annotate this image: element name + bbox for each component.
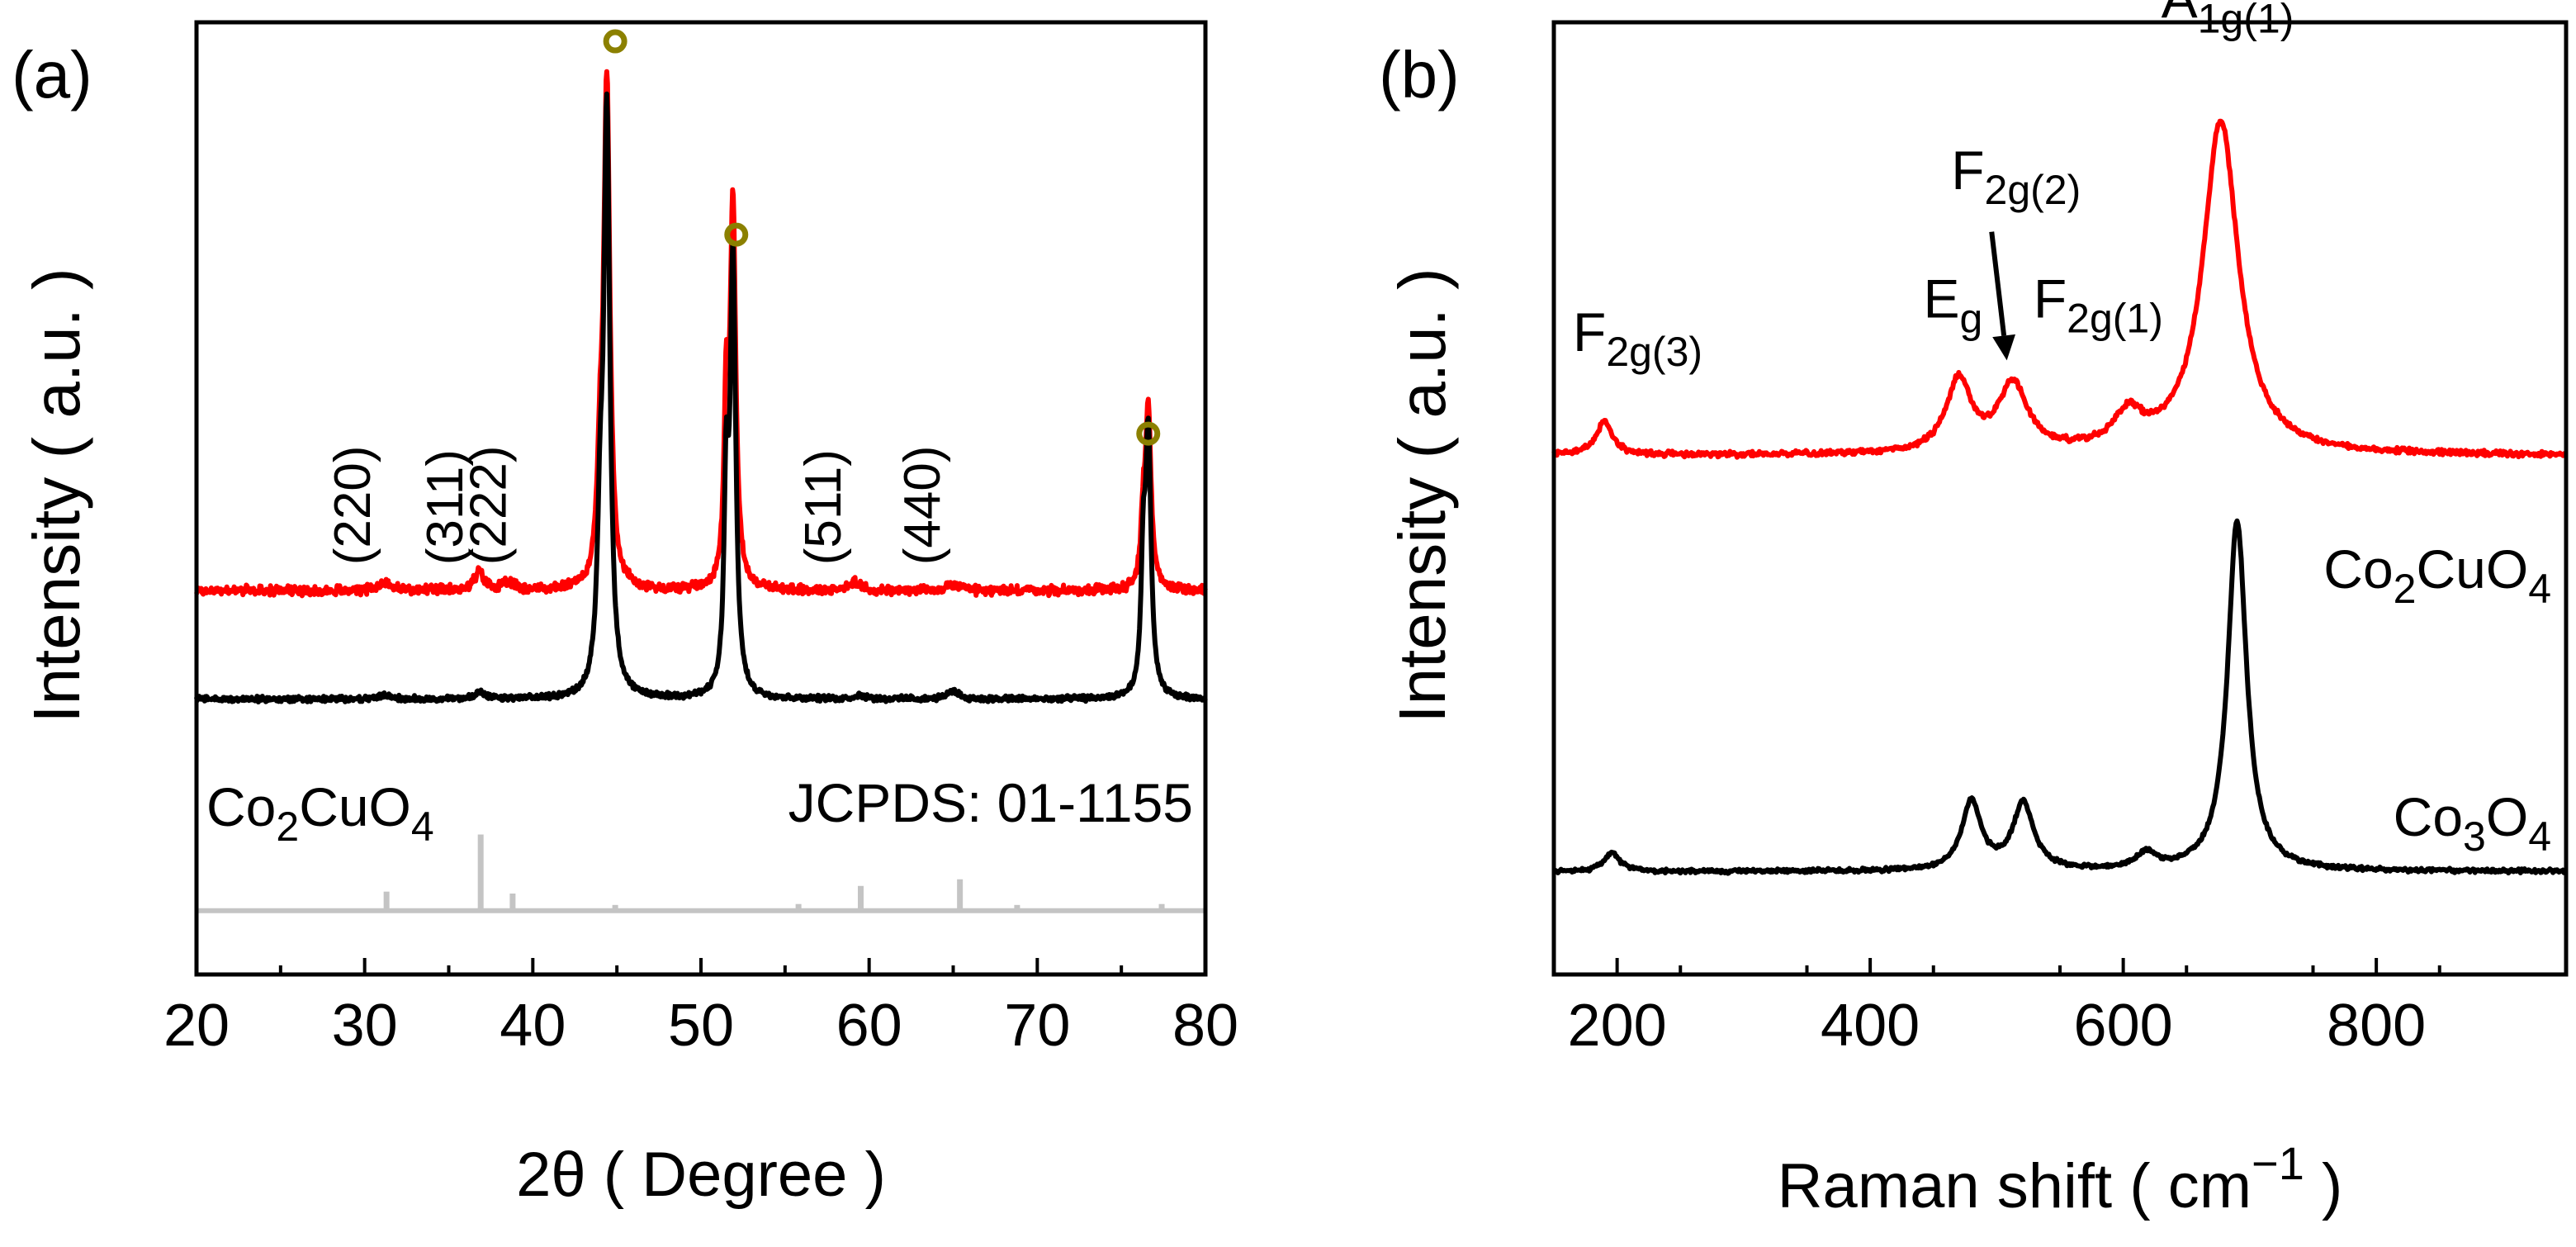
b-series-0 xyxy=(1551,118,2569,460)
a-phase-label: Co2CuO4 xyxy=(206,776,434,850)
a-tick-label: 30 xyxy=(332,993,398,1059)
a-peak-marker xyxy=(724,222,749,247)
panel-a-xrd: (a) 20 30 40 50 60 70 80 (220) (311)(222) (511)(… xyxy=(12,20,1238,1210)
a-series-group xyxy=(194,69,1208,704)
a-peak-marker xyxy=(1136,421,1161,446)
a-x-axis-label: 2θ ( Degree ) xyxy=(516,1140,886,1210)
a-series-0 xyxy=(194,69,1208,599)
a-series-1 xyxy=(194,91,1208,704)
a-peak-marker xyxy=(603,29,627,54)
b-mode-f2g1-label: F2g(1) xyxy=(2034,268,2163,341)
b-tick-label: 200 xyxy=(1568,993,1667,1059)
a-peak-markers xyxy=(603,29,1161,446)
b-mode-eg-label: Eg xyxy=(1923,268,1982,341)
panel-label-b: (b) xyxy=(1379,38,1460,111)
a-hkl-label: (311) xyxy=(417,449,474,565)
a-hkl-labels: (220) (311)(222) (511) (440) xyxy=(324,445,951,565)
b-mode-f2g3-label: F2g(3) xyxy=(1573,301,1702,375)
b-mode-a1g1-label: A1g(1) xyxy=(2162,0,2294,41)
a-hkl-label: (222) xyxy=(461,445,518,565)
b-legend-co2cuo4: Co2CuO4 xyxy=(2323,538,2551,612)
a-tick-label: 20 xyxy=(163,993,230,1059)
a-tick-label: 50 xyxy=(668,993,734,1059)
b-arrow-head xyxy=(1992,334,2016,361)
b-mode-f2g2-label: F2g(2) xyxy=(1951,140,2081,213)
b-x-axis-label: Raman shift ( cm−1 ) xyxy=(1778,1137,2343,1221)
a-tick-label: 40 xyxy=(500,993,566,1059)
a-jcpds-label: JCPDS: 01-1155 xyxy=(788,772,1193,833)
a-tick-label: 70 xyxy=(1004,993,1070,1059)
a-reference-sticks xyxy=(197,834,1205,913)
a-hkl-label: (511) xyxy=(795,449,852,565)
a-hkl-label: (220) xyxy=(324,445,381,565)
a-y-axis-label: Intensity ( a.u. ) xyxy=(20,268,93,723)
a-x-ticks: 20 30 40 50 60 70 80 xyxy=(163,958,1238,1059)
b-tick-label: 800 xyxy=(2327,993,2426,1059)
b-tick-label: 400 xyxy=(1821,993,1920,1059)
b-x-ticks: 200 400 600 800 xyxy=(1552,958,2568,1059)
a-tick-label: 60 xyxy=(836,993,902,1059)
a-tick-label: 80 xyxy=(1172,993,1238,1059)
b-series-1 xyxy=(1551,518,2568,876)
panel-label-a: (a) xyxy=(12,38,92,111)
b-legend-co3o4: Co3O4 xyxy=(2394,786,2551,860)
panel-b-raman: (b) 200 400 600 800 F2g(3) Eg F2g(2) F2g(1)… xyxy=(1379,0,2569,1221)
b-series-group xyxy=(1551,118,2569,876)
b-y-axis-label: Intensity ( a.u. ) xyxy=(1385,268,1459,723)
b-arrow-shaft xyxy=(1989,231,2007,336)
b-tick-label: 600 xyxy=(2074,993,2173,1059)
a-hkl-label: (440) xyxy=(894,445,951,565)
